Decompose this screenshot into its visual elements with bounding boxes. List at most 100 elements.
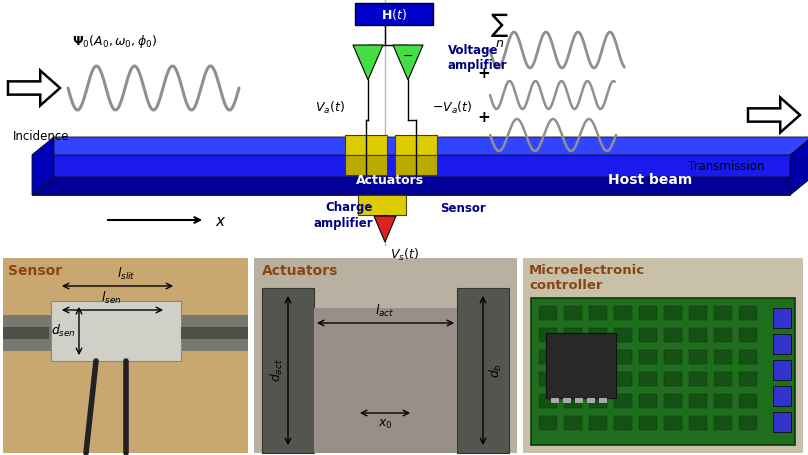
FancyBboxPatch shape <box>664 394 682 408</box>
Polygon shape <box>748 97 800 132</box>
FancyBboxPatch shape <box>664 328 682 342</box>
Text: $\mathbf{H}(t)$: $\mathbf{H}(t)$ <box>381 6 407 21</box>
FancyBboxPatch shape <box>689 306 707 320</box>
FancyBboxPatch shape <box>589 350 607 364</box>
FancyBboxPatch shape <box>589 416 607 430</box>
Polygon shape <box>395 155 437 175</box>
FancyBboxPatch shape <box>739 416 757 430</box>
FancyBboxPatch shape <box>539 372 557 386</box>
FancyBboxPatch shape <box>714 372 732 386</box>
FancyBboxPatch shape <box>564 350 582 364</box>
Text: $\boldsymbol{\Psi}_0(A_0,\omega_0,\phi_0)$: $\boldsymbol{\Psi}_0(A_0,\omega_0,\phi_0… <box>72 34 158 51</box>
FancyBboxPatch shape <box>539 306 557 320</box>
Text: $x_0$: $x_0$ <box>377 418 393 431</box>
FancyBboxPatch shape <box>639 372 657 386</box>
FancyBboxPatch shape <box>739 350 757 364</box>
FancyBboxPatch shape <box>546 333 616 398</box>
Polygon shape <box>345 155 387 175</box>
Text: $V_s(t)$: $V_s(t)$ <box>390 247 419 263</box>
FancyBboxPatch shape <box>181 327 248 339</box>
FancyBboxPatch shape <box>564 372 582 386</box>
FancyBboxPatch shape <box>614 328 632 342</box>
Text: $l_{slit}$: $l_{slit}$ <box>116 266 135 282</box>
Polygon shape <box>345 135 387 155</box>
FancyBboxPatch shape <box>539 350 557 364</box>
Text: Transmission: Transmission <box>688 160 764 173</box>
Polygon shape <box>395 135 437 155</box>
FancyBboxPatch shape <box>689 372 707 386</box>
Text: $d_b$: $d_b$ <box>488 363 504 378</box>
FancyBboxPatch shape <box>714 394 732 408</box>
FancyBboxPatch shape <box>564 306 582 320</box>
FancyBboxPatch shape <box>773 412 791 432</box>
Text: $-V_a(t)$: $-V_a(t)$ <box>432 100 473 116</box>
FancyBboxPatch shape <box>614 372 632 386</box>
Text: $V_a(t)$: $V_a(t)$ <box>315 100 345 116</box>
FancyBboxPatch shape <box>773 334 791 354</box>
FancyBboxPatch shape <box>564 328 582 342</box>
FancyBboxPatch shape <box>664 372 682 386</box>
Polygon shape <box>32 155 790 195</box>
FancyBboxPatch shape <box>358 195 406 215</box>
Text: $d_{act}$: $d_{act}$ <box>269 358 285 382</box>
FancyBboxPatch shape <box>254 258 517 453</box>
FancyBboxPatch shape <box>3 258 248 453</box>
FancyBboxPatch shape <box>355 3 433 25</box>
Text: Incidence: Incidence <box>13 130 69 143</box>
FancyBboxPatch shape <box>589 394 607 408</box>
FancyBboxPatch shape <box>599 398 607 403</box>
Text: Charge
amplifier: Charge amplifier <box>314 202 373 229</box>
Text: Microelectronic
controller: Microelectronic controller <box>529 264 645 292</box>
FancyBboxPatch shape <box>689 328 707 342</box>
FancyBboxPatch shape <box>614 394 632 408</box>
FancyBboxPatch shape <box>589 328 607 342</box>
FancyBboxPatch shape <box>614 350 632 364</box>
Polygon shape <box>790 137 808 195</box>
Text: $l_{act}$: $l_{act}$ <box>376 303 394 319</box>
FancyBboxPatch shape <box>575 398 583 403</box>
Text: $d_{sen}$: $d_{sen}$ <box>51 323 76 339</box>
FancyBboxPatch shape <box>664 350 682 364</box>
FancyBboxPatch shape <box>262 288 314 453</box>
Text: Voltage
amplifier: Voltage amplifier <box>448 44 507 72</box>
FancyBboxPatch shape <box>739 328 757 342</box>
Text: Actuators: Actuators <box>356 173 424 187</box>
FancyBboxPatch shape <box>314 308 457 453</box>
FancyBboxPatch shape <box>689 350 707 364</box>
Text: Host beam: Host beam <box>608 173 692 187</box>
Polygon shape <box>374 216 396 242</box>
FancyBboxPatch shape <box>689 416 707 430</box>
FancyBboxPatch shape <box>3 315 248 351</box>
FancyBboxPatch shape <box>639 328 657 342</box>
Polygon shape <box>32 137 54 195</box>
FancyBboxPatch shape <box>539 394 557 408</box>
FancyBboxPatch shape <box>589 306 607 320</box>
FancyBboxPatch shape <box>714 416 732 430</box>
Text: $\sum_n$: $\sum_n$ <box>490 12 508 51</box>
FancyBboxPatch shape <box>773 360 791 380</box>
FancyBboxPatch shape <box>639 306 657 320</box>
FancyBboxPatch shape <box>739 372 757 386</box>
Text: −: − <box>402 50 413 63</box>
Text: $l_{sen}$: $l_{sen}$ <box>101 290 121 306</box>
FancyBboxPatch shape <box>3 327 49 339</box>
FancyBboxPatch shape <box>689 394 707 408</box>
FancyBboxPatch shape <box>587 398 595 403</box>
Text: $x$: $x$ <box>215 214 226 229</box>
FancyBboxPatch shape <box>664 416 682 430</box>
FancyBboxPatch shape <box>539 328 557 342</box>
Text: Sensor: Sensor <box>8 264 62 278</box>
FancyBboxPatch shape <box>714 350 732 364</box>
FancyBboxPatch shape <box>773 386 791 406</box>
FancyBboxPatch shape <box>639 350 657 364</box>
FancyBboxPatch shape <box>564 416 582 430</box>
FancyBboxPatch shape <box>51 301 181 361</box>
Text: Actuators: Actuators <box>262 264 339 278</box>
Text: +: + <box>478 66 490 81</box>
Text: Sensor: Sensor <box>440 202 486 214</box>
FancyBboxPatch shape <box>664 306 682 320</box>
FancyBboxPatch shape <box>773 308 791 328</box>
FancyBboxPatch shape <box>564 394 582 408</box>
FancyBboxPatch shape <box>714 306 732 320</box>
FancyBboxPatch shape <box>714 328 732 342</box>
